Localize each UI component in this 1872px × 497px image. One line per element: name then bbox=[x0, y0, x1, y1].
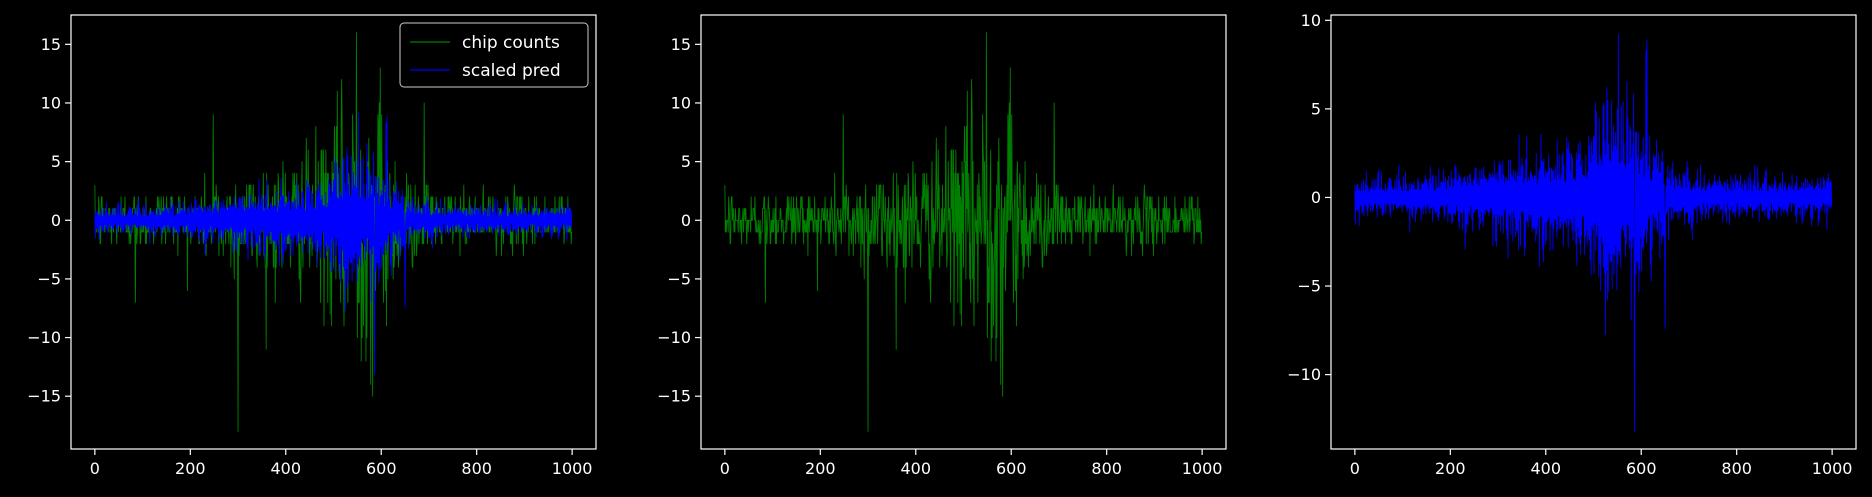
x-tick-label: 800 bbox=[461, 459, 492, 478]
x-tick-label: 200 bbox=[175, 459, 206, 478]
y-tick-label: 5 bbox=[51, 152, 61, 171]
y-tick-label: −5 bbox=[37, 269, 61, 288]
x-tick-label: 400 bbox=[900, 459, 931, 478]
legend-label: chip counts bbox=[462, 33, 560, 53]
axes-frame-middle bbox=[700, 14, 1227, 450]
y-tick-label: −10 bbox=[1287, 365, 1321, 384]
series-line-scaled-pred-right bbox=[1354, 34, 1833, 432]
y-tick-label: −10 bbox=[657, 328, 691, 347]
y-tick-label: −15 bbox=[27, 387, 61, 406]
x-tick-label: 800 bbox=[1721, 459, 1752, 478]
x-tick-label: 1000 bbox=[1812, 459, 1853, 478]
axes-frame-left bbox=[70, 14, 597, 450]
x-tick-label: 200 bbox=[805, 459, 836, 478]
y-tick-label: 10 bbox=[1301, 11, 1321, 30]
chart-panel-left: 0 200 400 600 800 1000 −15 −10 −5 0 5 10 15 chip coun… bbox=[27, 14, 597, 478]
y-tick-label: −5 bbox=[667, 269, 691, 288]
chart-panel-middle: 0 200 400 600 800 1000 −15 −10 −5 0 5 10 15 bbox=[657, 14, 1227, 478]
y-tick-label: 10 bbox=[671, 93, 691, 112]
x-tick-label: 1000 bbox=[1182, 459, 1223, 478]
x-tick-label: 600 bbox=[996, 459, 1027, 478]
y-tick-label: 5 bbox=[681, 152, 691, 171]
y-tick-label: 0 bbox=[681, 211, 691, 230]
legend: chip counts scaled pred bbox=[399, 22, 589, 88]
y-tick-label: 5 bbox=[1311, 99, 1321, 118]
x-tick-label: 600 bbox=[1626, 459, 1657, 478]
y-tick-label: 0 bbox=[1311, 188, 1321, 207]
y-tick-label: −10 bbox=[27, 328, 61, 347]
y-tick-label: 10 bbox=[41, 93, 61, 112]
x-tick-label: 200 bbox=[1435, 459, 1466, 478]
y-tick-label: 0 bbox=[51, 211, 61, 230]
legend-box bbox=[399, 22, 589, 88]
x-tick-label: 800 bbox=[1091, 459, 1122, 478]
series-line-scaled-pred-left bbox=[94, 111, 573, 376]
x-tick-label: 0 bbox=[720, 459, 730, 478]
legend-label: scaled pred bbox=[462, 61, 561, 81]
x-tick-label: 1000 bbox=[552, 459, 593, 478]
x-tick-label: 600 bbox=[366, 459, 397, 478]
y-tick-label: −15 bbox=[657, 387, 691, 406]
x-tick-label: 400 bbox=[270, 459, 301, 478]
y-tick-label: −5 bbox=[1297, 277, 1321, 296]
x-tick-label: 0 bbox=[1350, 459, 1360, 478]
x-tick-label: 0 bbox=[90, 459, 100, 478]
series-line-chip-counts-middle bbox=[724, 32, 1203, 432]
axes-frame-right bbox=[1330, 14, 1857, 450]
y-tick-label: 15 bbox=[41, 35, 61, 54]
chart-panel-right: 0 200 400 600 800 1000 −10 −5 0 5 10 bbox=[1287, 11, 1857, 478]
x-tick-label: 400 bbox=[1530, 459, 1561, 478]
y-tick-label: 15 bbox=[671, 35, 691, 54]
